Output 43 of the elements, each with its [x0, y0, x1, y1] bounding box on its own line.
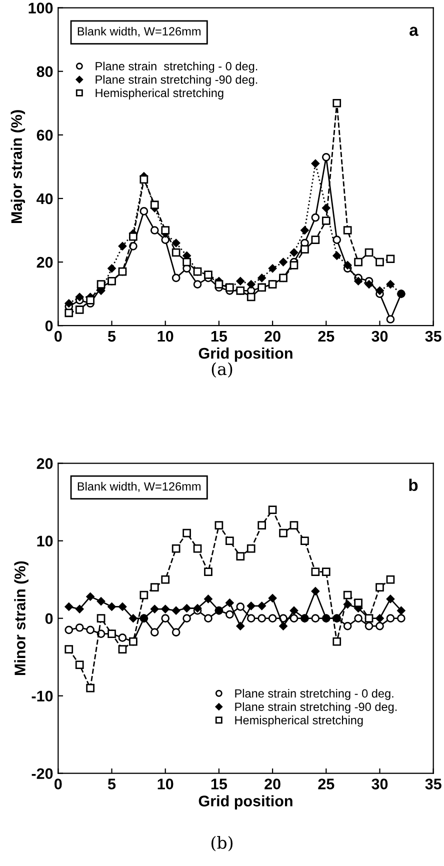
- legend-label: Plane strain stretching -90 deg.: [235, 702, 397, 714]
- x-tick-label: 35: [425, 330, 442, 342]
- annotation: Blank width, W=126mm: [78, 482, 200, 492]
- x-tick-label: 10: [158, 778, 174, 790]
- x-tick-label: 20: [264, 778, 280, 790]
- x-tick-label: 25: [318, 778, 334, 790]
- y-axis-title: Major strain (%): [10, 110, 26, 223]
- legend-label: Plane strain stretching - 0 deg.: [235, 688, 394, 700]
- y-tick-label: 0: [45, 320, 53, 332]
- x-axis-title: Grid position: [198, 347, 292, 362]
- x-tick-label: 15: [211, 331, 228, 342]
- legend-label: Hemispherical stretching: [235, 716, 363, 727]
- x-tick-label: 25: [318, 330, 334, 342]
- x-tick-label: 30: [372, 778, 388, 790]
- y-tick-label: 60: [36, 130, 53, 141]
- x-tick-label: 5: [108, 778, 116, 790]
- y-tick-label: -10: [32, 690, 53, 702]
- legend-label: Plane strain stretching - 0 deg.: [96, 62, 258, 73]
- x-tick-label: 10: [158, 330, 174, 342]
- x-tick-label: 5: [108, 331, 116, 342]
- y-tick-label: 20: [36, 458, 53, 469]
- y-tick-label: 20: [36, 256, 53, 268]
- x-tick-label: 30: [372, 330, 388, 342]
- text: (b): [211, 836, 233, 852]
- x-axis-title: Grid position: [198, 795, 292, 810]
- y-tick-label: 10: [37, 536, 53, 547]
- text: (a): [212, 362, 232, 378]
- legend-label: Hemispherical stretching: [96, 88, 224, 100]
- y-axis-title: Minor strain (%): [14, 561, 28, 676]
- x-tick-label: 0: [54, 778, 62, 790]
- y-tick-label: 100: [28, 2, 53, 14]
- annotation: b: [409, 478, 418, 492]
- annotation: a: [410, 26, 418, 36]
- legend-label: Plane strain stretching -90 deg.: [96, 75, 258, 86]
- x-tick-label: 15: [211, 778, 228, 790]
- y-tick-label: 80: [36, 66, 53, 78]
- x-tick-label: 20: [264, 330, 280, 342]
- x-tick-label: 0: [54, 330, 62, 342]
- y-tick-label: 0: [45, 613, 53, 624]
- annotation: Blank width, W=126mm: [78, 26, 200, 37]
- x-tick-label: 35: [425, 778, 442, 790]
- y-tick-label: -20: [32, 768, 53, 780]
- y-tick-label: 40: [36, 193, 53, 204]
